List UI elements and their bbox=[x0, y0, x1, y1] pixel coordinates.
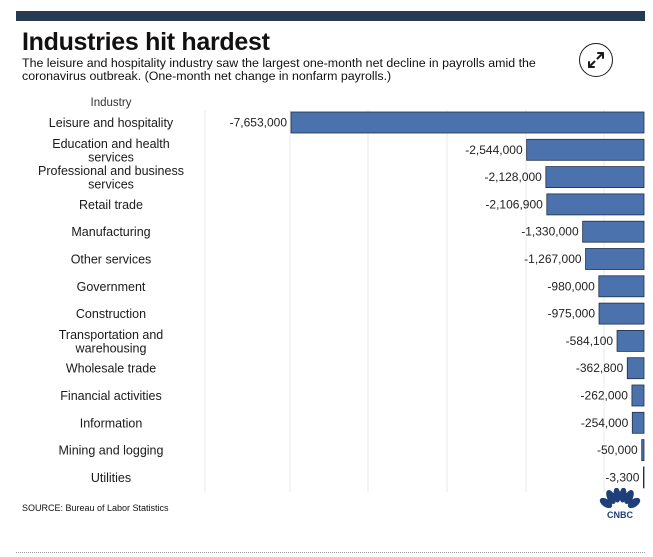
category-header: Industry bbox=[91, 97, 132, 109]
bar bbox=[545, 166, 645, 189]
category-label: Other services bbox=[71, 253, 152, 267]
value-label: -980,000 bbox=[547, 279, 595, 293]
bar bbox=[526, 138, 645, 161]
bar-chart: Industry -7,653,000 Leisure and hospitalit… bbox=[38, 97, 645, 492]
source-note: SOURCE: Bureau of Labor Statistics bbox=[22, 503, 169, 513]
category-label: Leisure and hospitality bbox=[49, 116, 174, 130]
value-label: -7,653,000 bbox=[230, 116, 288, 130]
bar bbox=[546, 193, 645, 216]
cnbc-peacock-logo: CNBC bbox=[599, 488, 641, 520]
category-label: Professional and business services bbox=[38, 164, 184, 192]
logo-text: CNBC bbox=[607, 510, 633, 520]
bar bbox=[643, 466, 645, 489]
bar bbox=[598, 275, 645, 298]
chart-title: Industries hit hardest bbox=[22, 28, 270, 56]
category-label-line: warehousing bbox=[75, 341, 147, 355]
value-label: -2,106,900 bbox=[485, 197, 543, 211]
value-label: -1,330,000 bbox=[521, 225, 579, 239]
value-label: -262,000 bbox=[581, 389, 629, 403]
category-label-line: Professional and business bbox=[38, 164, 184, 178]
category-label: Retail trade bbox=[79, 198, 143, 212]
value-label: -2,128,000 bbox=[484, 170, 542, 184]
category-label: Wholesale trade bbox=[66, 362, 156, 376]
category-label: Financial activities bbox=[60, 389, 161, 403]
value-label: -584,100 bbox=[566, 334, 614, 348]
value-label: -254,000 bbox=[581, 416, 629, 430]
bar bbox=[641, 439, 645, 462]
value-label: -1,267,000 bbox=[524, 252, 582, 266]
expand-arrows-icon bbox=[588, 52, 604, 68]
bar bbox=[598, 302, 645, 325]
top-color-bar bbox=[16, 11, 645, 21]
category-label: Manufacturing bbox=[71, 225, 150, 239]
bar bbox=[626, 357, 645, 380]
value-label: -50,000 bbox=[597, 443, 638, 457]
bar bbox=[290, 111, 645, 134]
bar bbox=[616, 329, 645, 352]
bar bbox=[582, 220, 645, 243]
category-label-line: Transportation and bbox=[59, 328, 164, 342]
value-label: -975,000 bbox=[548, 307, 596, 321]
value-label: -3,300 bbox=[605, 470, 639, 484]
category-label: Mining and logging bbox=[59, 444, 164, 458]
category-label-line: services bbox=[88, 178, 134, 192]
category-label: Information bbox=[80, 416, 143, 430]
category-label: Utilities bbox=[91, 471, 131, 485]
category-label-line: services bbox=[88, 150, 134, 164]
expand-button[interactable] bbox=[579, 43, 613, 77]
bar bbox=[585, 248, 645, 270]
value-label: -2,544,000 bbox=[465, 143, 523, 157]
value-label: -362,800 bbox=[576, 361, 624, 375]
category-label-line: Education and health bbox=[52, 137, 170, 151]
chart-subtitle: The leisure and hospitality industry saw… bbox=[22, 56, 536, 83]
bar bbox=[631, 384, 645, 407]
category-label: Construction bbox=[76, 307, 146, 321]
bar bbox=[631, 411, 645, 434]
category-label: Education and health services bbox=[52, 137, 170, 165]
category-label: Government bbox=[77, 280, 146, 294]
bottom-divider bbox=[16, 552, 645, 553]
category-label: Transportation and warehousing bbox=[59, 328, 164, 356]
